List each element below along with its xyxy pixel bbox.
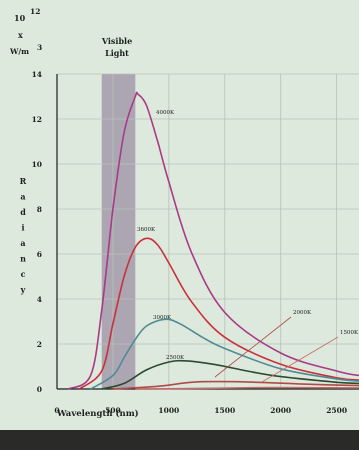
y-axis-label-letter: i xyxy=(21,223,24,233)
y-tick-label: 4 xyxy=(37,295,42,304)
series-label-3600K: 3600K xyxy=(137,227,156,233)
y-axis-label-letter: n xyxy=(20,254,26,264)
y-axis-label-letter: a xyxy=(20,192,25,202)
y-axis-label-letter: c xyxy=(21,269,26,279)
y-axis-label-letter: R xyxy=(20,176,27,186)
x-axis-label: Wavelength (nm) xyxy=(56,408,139,419)
visible-light-band xyxy=(101,74,136,389)
x-tick-label: 1000 xyxy=(158,406,179,415)
visible-light-band-group xyxy=(101,74,136,389)
series-line-3600K xyxy=(78,237,359,390)
series-label-2500K: 2500K xyxy=(166,355,185,361)
y-axis-label-letter: d xyxy=(20,207,26,217)
x-tick-labels: 0 500 1000 1500 2000 2500 xyxy=(54,406,347,415)
series-leader-1500K xyxy=(261,336,339,383)
y-unit-wm: W/m xyxy=(9,47,29,56)
y-tick-label: 14 xyxy=(32,70,42,79)
y-tick-label: 10 xyxy=(32,160,42,169)
x-tick-label: 0 xyxy=(54,406,59,415)
y-tick-label: 0 xyxy=(37,385,42,394)
y-tick-labels: 0 2 4 6 8 10 12 14 xyxy=(32,70,42,394)
y-tick-label: 6 xyxy=(37,250,42,259)
x-tick-label: 2000 xyxy=(270,406,291,415)
series-leader-2000K xyxy=(214,316,292,378)
grid-lines xyxy=(56,73,359,390)
series-label-4000K: 4000K xyxy=(156,110,175,116)
y-unit-cube: 3 xyxy=(37,43,42,52)
x-tick-label: 500 xyxy=(105,406,121,415)
y-unit-times: x xyxy=(18,30,23,40)
series-label-2000K: 2000K xyxy=(293,310,312,316)
visible-light-label-line1: Visible xyxy=(101,36,132,46)
series-line-2000K xyxy=(112,380,359,390)
bottom-shadow xyxy=(0,430,359,450)
x-tick-label: 2500 xyxy=(326,406,347,415)
y-unit-base: 10 xyxy=(14,13,26,23)
series-curves: 4000K 3600K 3000K 2500K 2000K 1500K xyxy=(67,91,359,390)
series-label-1500K: 1500K xyxy=(340,330,359,336)
y-tick-label: 2 xyxy=(37,340,42,349)
chart-paper xyxy=(0,0,359,430)
y-axis-label-letter: y xyxy=(20,285,26,295)
visible-light-label-line2: Light xyxy=(105,48,129,58)
series-label-3000K: 3000K xyxy=(153,315,172,321)
series-line-2500K xyxy=(101,359,359,390)
y-tick-label: 12 xyxy=(32,115,42,124)
series-line-4000K xyxy=(67,91,359,390)
series-line-1500K xyxy=(135,386,359,390)
series-line-3000K xyxy=(90,318,359,390)
y-unit-exponent: 12 xyxy=(30,7,40,16)
x-tick-label: 1500 xyxy=(214,406,235,415)
y-axis-label-letter: a xyxy=(20,238,25,248)
y-tick-label: 8 xyxy=(37,205,42,214)
